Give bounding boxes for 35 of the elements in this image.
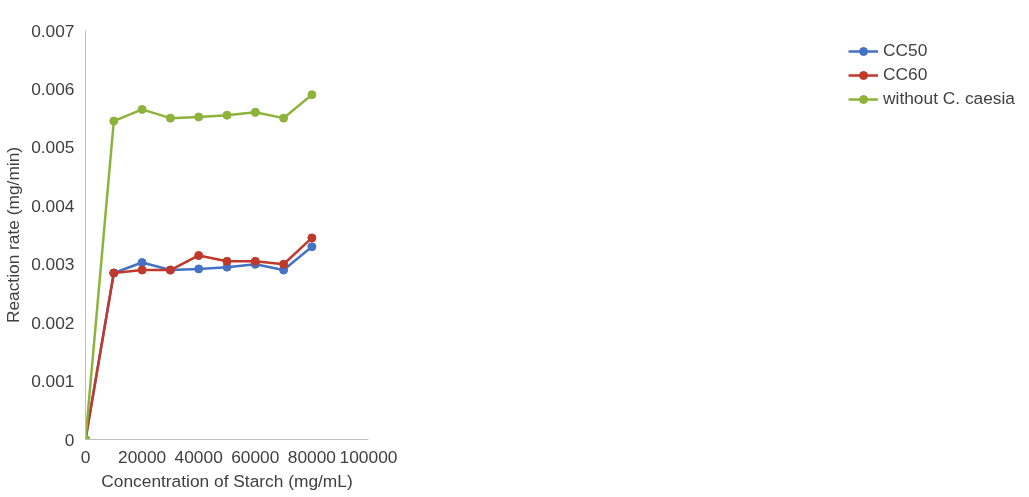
y-axis-title: Reaction rate (mg/min) <box>3 146 24 324</box>
x-tick-label: 80000 <box>287 446 336 467</box>
point <box>250 107 260 117</box>
point <box>307 233 317 243</box>
y-tick-label: 0.003 <box>31 254 75 275</box>
y-tick-label: 0.002 <box>31 312 75 333</box>
x-tick-label: 20000 <box>118 446 167 467</box>
y-tick-label: 0 <box>64 429 75 450</box>
point <box>222 256 232 266</box>
y-tick-label: 0.004 <box>31 195 75 216</box>
point <box>137 265 147 275</box>
legend-label: CC60 <box>883 64 928 85</box>
point <box>137 257 147 267</box>
point <box>307 90 317 100</box>
point <box>222 110 232 120</box>
legend-label: CC50 <box>883 40 928 61</box>
x-tick-label: 40000 <box>174 446 223 467</box>
point <box>194 250 204 260</box>
point <box>279 259 289 269</box>
point <box>137 104 147 114</box>
point <box>109 116 119 126</box>
point <box>194 112 204 122</box>
legend-label: without C. caesia <box>883 88 1015 109</box>
y-tick-label: 0.006 <box>31 78 75 99</box>
point <box>279 113 289 123</box>
x-tick-label: 0 <box>80 446 91 467</box>
x-axis-title: Concentration of Starch (mg/mL) <box>101 470 353 491</box>
y-tick-label: 0.005 <box>31 137 75 158</box>
x-tick-label: 100000 <box>339 446 398 467</box>
point <box>165 113 175 123</box>
point <box>194 264 204 274</box>
point <box>307 242 317 252</box>
x-tick-label: 60000 <box>231 446 280 467</box>
y-tick-label: 0.007 <box>31 20 75 41</box>
y-tick-label: 0.001 <box>31 371 75 392</box>
